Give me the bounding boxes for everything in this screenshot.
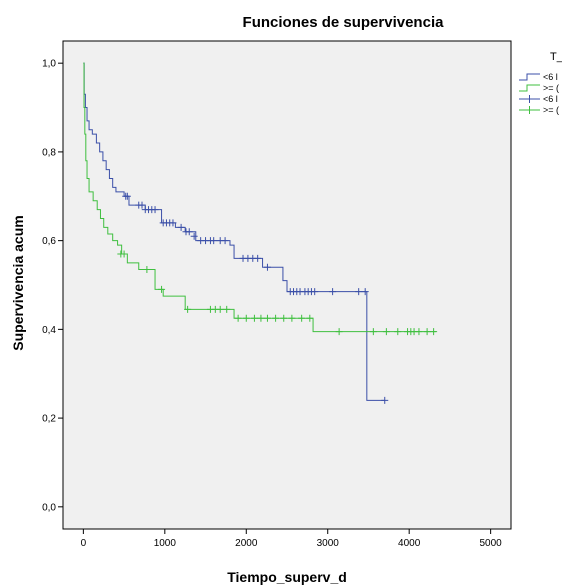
censored-marker xyxy=(298,314,306,322)
legend-label: >= ( xyxy=(543,105,559,115)
censored-marker xyxy=(250,314,258,322)
censored-marker xyxy=(254,254,262,262)
censored-marker xyxy=(369,328,377,336)
legend-plus-icon xyxy=(519,106,540,114)
series-group xyxy=(83,62,438,404)
series-1 xyxy=(83,62,389,404)
legend-plus-icon xyxy=(519,95,540,103)
y-tick-label: 0,6 xyxy=(42,236,56,247)
censored-marker xyxy=(394,328,402,336)
censored-marker xyxy=(169,219,177,227)
censored-marker xyxy=(280,314,288,322)
censored-marker xyxy=(123,192,131,200)
legend-step-icon xyxy=(519,73,540,81)
legend-label: <6 l xyxy=(543,72,558,82)
censored-marker xyxy=(272,314,280,322)
censored-marker xyxy=(190,232,198,240)
censored-marker xyxy=(120,250,128,258)
censored-marker xyxy=(415,328,423,336)
y-tick-label: 1,0 xyxy=(42,59,56,70)
x-tick-label: 2000 xyxy=(235,538,258,549)
legend-label: <6 l xyxy=(543,94,558,104)
y-tick-label: 0,8 xyxy=(42,147,56,158)
censored-marker xyxy=(311,288,319,296)
censored-marker xyxy=(158,285,166,293)
legend-entry: <6 l xyxy=(519,72,558,82)
legend-entry: >= ( xyxy=(519,105,559,115)
censored-marker xyxy=(223,305,231,313)
censored-marker xyxy=(361,288,369,296)
censored-marker xyxy=(185,228,193,236)
censored-marker xyxy=(143,265,151,273)
censored-marker xyxy=(234,314,242,322)
y-tick-label: 0,2 xyxy=(42,414,56,425)
censored-marker xyxy=(263,263,271,271)
x-tick-label: 1000 xyxy=(154,538,177,549)
legend: T_ <6 l>= (<6 l>= ( xyxy=(519,51,562,115)
censored-marker xyxy=(216,305,224,313)
x-tick-label: 3000 xyxy=(317,538,340,549)
censored-marker xyxy=(242,314,250,322)
legend-entry: >= ( xyxy=(519,83,559,93)
censored-marker xyxy=(151,206,159,214)
censored-marker xyxy=(335,328,343,336)
censored-marker xyxy=(263,314,271,322)
x-tick-label: 4000 xyxy=(398,538,421,549)
censored-marker xyxy=(257,314,265,322)
censored-marker xyxy=(221,237,229,245)
censored-marker xyxy=(355,288,363,296)
axes: 0 1000 2000 3000 4000 5000 0,0 0,2 0,4 0,6 0,8 1,0 xyxy=(42,59,502,549)
y-axis-label: Supervivencia acum xyxy=(10,215,26,350)
legend-step-icon xyxy=(519,84,540,92)
series-2 xyxy=(83,62,438,336)
censored-marker xyxy=(423,328,431,336)
censored-marker xyxy=(381,396,389,404)
survival-step-line xyxy=(83,62,437,333)
censored-marker xyxy=(306,314,314,322)
chart-title: Funciones de supervivencia xyxy=(243,14,445,31)
y-tick-label: 0,0 xyxy=(42,502,56,513)
legend-title: T_ xyxy=(550,51,562,63)
censored-marker xyxy=(177,223,185,231)
censored-marker xyxy=(430,328,438,336)
censored-marker xyxy=(210,237,218,245)
y-tick-label: 0,4 xyxy=(42,325,56,336)
legend-entry: <6 l xyxy=(519,94,558,104)
censored-marker xyxy=(138,201,146,209)
censored-marker xyxy=(382,328,390,336)
censored-marker xyxy=(288,314,296,322)
x-axis-label: Tiempo_superv_d xyxy=(227,569,347,585)
legend-label: >= ( xyxy=(543,83,559,93)
censored-marker xyxy=(184,305,192,313)
x-tick-label: 0 xyxy=(81,538,87,549)
censored-marker xyxy=(329,288,337,296)
x-tick-label: 5000 xyxy=(480,538,503,549)
